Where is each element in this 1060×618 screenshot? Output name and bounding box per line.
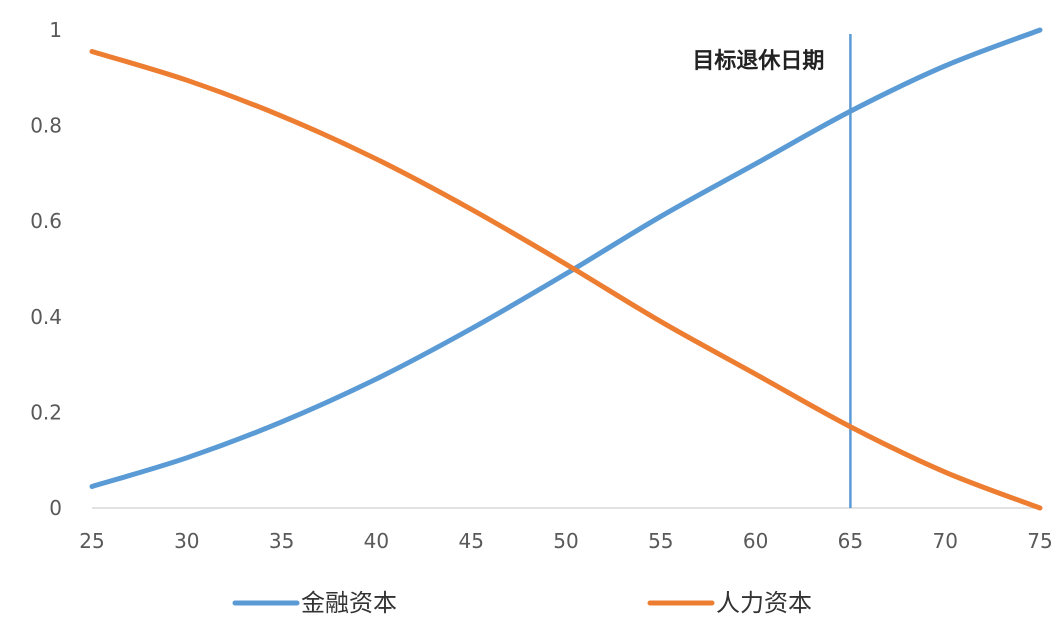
data-point (279, 419, 284, 424)
x-tick-label: 75 (1027, 529, 1052, 553)
data-point (848, 109, 853, 114)
series-line-financial-capital (89, 27, 1043, 489)
series-layer (89, 27, 1043, 511)
legend-label: 金融资本 (301, 589, 397, 617)
legend: 金融资本 人力资本 (232, 589, 812, 617)
data-point (564, 262, 569, 267)
x-tick-label: 25 (79, 529, 104, 553)
y-tick-label: 0 (49, 496, 62, 520)
retirement-date-label: 目标退休日期 (692, 48, 824, 74)
x-axis: 25 30 35 40 45 50 55 60 65 70 75 (79, 529, 1052, 553)
data-point (658, 319, 663, 324)
legend-item: 人力资本 (647, 589, 812, 617)
x-tick-label: 60 (743, 529, 768, 553)
x-tick-label: 50 (553, 529, 578, 553)
data-point (1038, 28, 1043, 33)
data-point (469, 207, 474, 212)
data-point (943, 63, 948, 68)
data-point (279, 114, 284, 119)
y-tick-label: 0.4 (30, 305, 62, 329)
x-tick-label: 40 (364, 529, 389, 553)
data-point (469, 326, 474, 331)
data-point (658, 214, 663, 219)
legend-item: 金融资本 (232, 589, 397, 617)
x-tick-label: 70 (932, 529, 957, 553)
y-tick-label: 0.6 (30, 209, 62, 233)
data-point (564, 271, 569, 276)
legend-label: 人力资本 (716, 589, 812, 617)
data-point (848, 424, 853, 429)
data-point (184, 455, 189, 460)
data-point (374, 157, 379, 162)
data-point (374, 376, 379, 381)
x-tick-label: 35 (269, 529, 294, 553)
y-tick-label: 1 (49, 18, 62, 42)
y-tick-label: 0.2 (30, 400, 62, 424)
y-axis: 0 0.2 0.4 0.6 0.8 1 (30, 18, 62, 520)
data-point (90, 49, 95, 54)
x-tick-label: 30 (174, 529, 199, 553)
data-point (90, 484, 95, 489)
series-line-human-capital (89, 49, 1043, 511)
x-tick-label: 45 (458, 529, 483, 553)
x-tick-label: 65 (838, 529, 863, 553)
data-point (753, 372, 758, 377)
data-point (943, 470, 948, 475)
data-point (1038, 506, 1043, 511)
x-tick-label: 55 (648, 529, 673, 553)
data-point (184, 78, 189, 83)
y-tick-label: 0.8 (30, 114, 62, 138)
data-point (753, 161, 758, 166)
annotation-layer: 目标退休日期 (692, 34, 852, 508)
